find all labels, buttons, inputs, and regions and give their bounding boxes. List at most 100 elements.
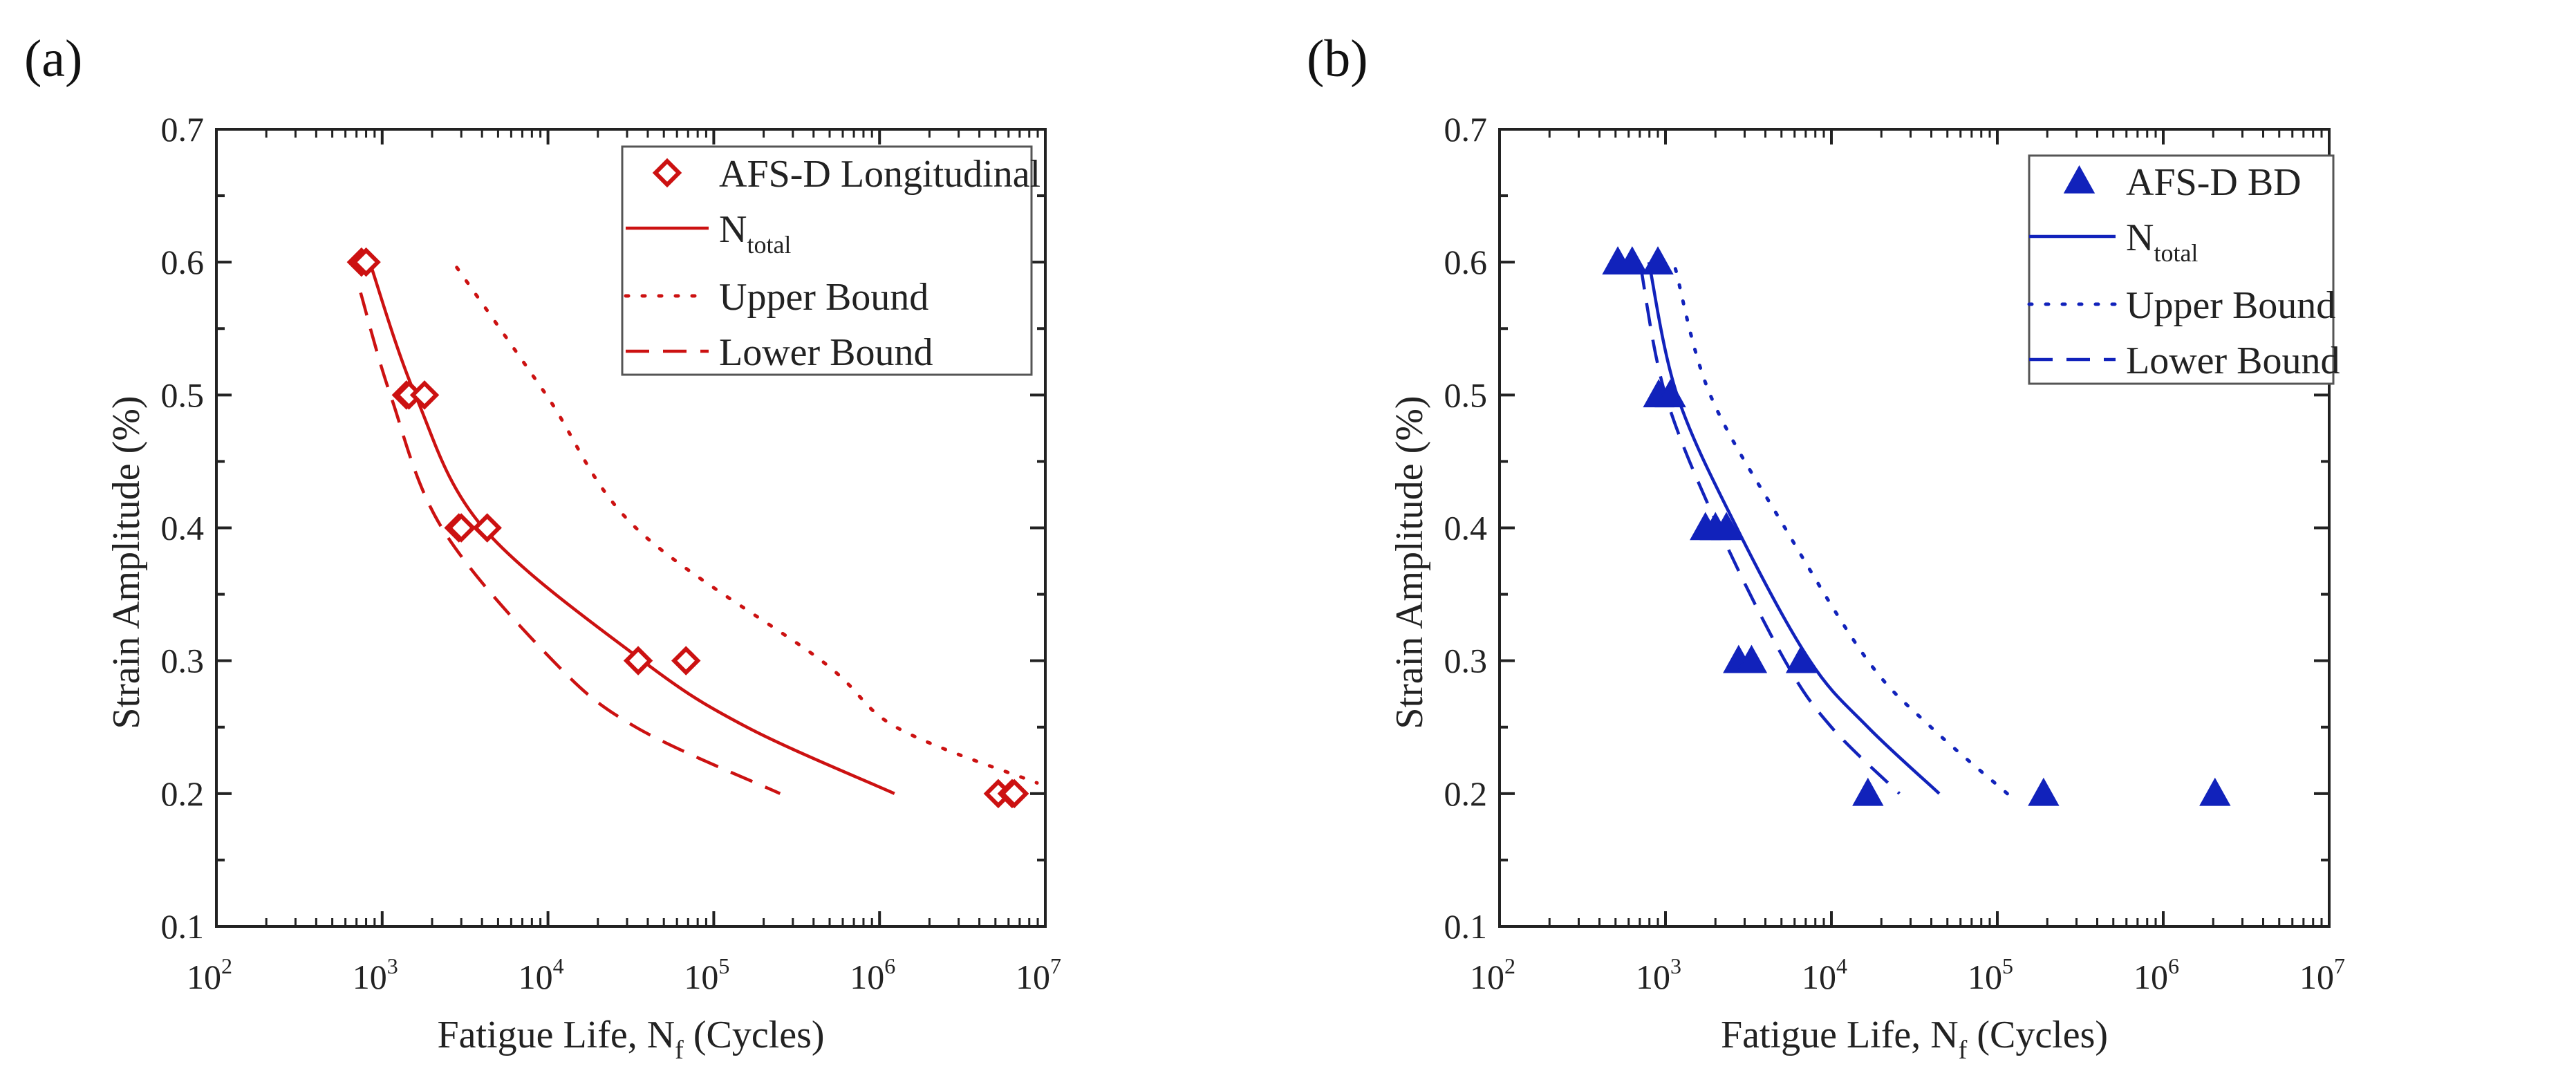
- data-point: [623, 646, 653, 675]
- curve-lower-bound: [1639, 265, 1901, 795]
- legend-label-text: Lower Bound: [2126, 339, 2340, 382]
- data-point: [1616, 246, 1648, 274]
- legend-label-text: Upper Bound: [719, 276, 928, 319]
- x-axis-title-part: (Cycles): [1967, 1014, 2108, 1056]
- legend-label-subscript: total: [747, 231, 791, 259]
- y-tick-label: 0.4: [161, 509, 205, 548]
- legend-label: Upper Bound: [2126, 284, 2335, 327]
- data-point: [1852, 777, 1884, 806]
- y-tick-label: 0.2: [161, 774, 205, 813]
- x-tick-base: 10: [684, 958, 718, 996]
- data-point: [2028, 777, 2060, 806]
- y-tick-label: 0.2: [1444, 774, 1488, 813]
- panel-label: (b): [1307, 30, 1368, 88]
- legend-label: Lower Bound: [719, 331, 933, 374]
- x-tick-label: 104: [519, 953, 564, 996]
- x-tick-base: 10: [2134, 958, 2168, 996]
- x-tick-label: 107: [2299, 953, 2345, 996]
- data-point: [1785, 644, 1818, 673]
- x-tick-label: 104: [1802, 953, 1847, 996]
- chart-panel-b: (b)102 103 104 105 106 1070.10.20.30.40.50.60…: [1307, 30, 2345, 1065]
- y-tick-label: 0.7: [1444, 110, 1488, 149]
- curve-lower-bound: [359, 292, 781, 795]
- legend-label-text: N: [2126, 216, 2154, 259]
- x-axis-title-part: (Cycles): [684, 1014, 825, 1056]
- x-tick-base: 10: [2299, 958, 2334, 996]
- y-tick-label: 0.1: [161, 907, 205, 946]
- y-tick-label: 0.6: [1444, 243, 1488, 281]
- data-point: [1642, 246, 1674, 274]
- x-axis-title-part: f: [675, 1036, 684, 1065]
- data-point: [671, 646, 701, 675]
- x-tick-exponent: 7: [2334, 953, 2345, 978]
- x-tick-exponent: 5: [718, 953, 729, 978]
- x-tick-label: 106: [850, 953, 895, 996]
- data-point: [1654, 379, 1686, 408]
- legend-label-text: N: [719, 208, 747, 251]
- data-point: [999, 778, 1029, 809]
- legend-box: [621, 145, 1033, 376]
- x-tick-exponent: 3: [387, 953, 398, 978]
- x-tick-base: 10: [1636, 958, 1670, 996]
- panel-label: (a): [24, 30, 82, 88]
- x-tick-base: 10: [187, 958, 221, 996]
- x-tick-base: 10: [1470, 958, 1504, 996]
- x-tick-base: 10: [1968, 958, 2002, 996]
- y-tick-label: 0.7: [161, 110, 205, 149]
- x-tick-label: 103: [1636, 953, 1681, 996]
- x-tick-exponent: 2: [1504, 953, 1515, 978]
- data-point: [409, 380, 440, 410]
- legend-label: Lower Bound: [2126, 339, 2340, 382]
- x-tick-exponent: 7: [1050, 953, 1061, 978]
- x-axis-title-part: Fatigue Life, N: [437, 1014, 675, 1056]
- y-tick-label: 0.5: [161, 375, 205, 414]
- x-tick-base: 10: [519, 958, 553, 996]
- legend-marker-icon: [2063, 165, 2096, 194]
- legend-label: Ntotal: [2126, 216, 2198, 267]
- legend-label-text: Upper Bound: [2126, 284, 2335, 327]
- legend-marker-icon: [652, 158, 682, 188]
- data-point: [472, 513, 502, 543]
- x-tick-label: 105: [1968, 953, 2013, 996]
- legend-box: [2028, 154, 2335, 385]
- legend: AFS-D Longitudinal Ntotal Upper Bound Lower…: [621, 145, 1040, 376]
- y-tick-label: 0.1: [1444, 907, 1488, 946]
- y-tick-label: 0.5: [1444, 375, 1488, 414]
- x-tick-label: 102: [1470, 953, 1515, 996]
- y-tick-label: 0.3: [1444, 642, 1488, 680]
- y-axis-title: Strain Amplitude (%): [1388, 395, 1431, 729]
- x-tick-exponent: 4: [1836, 953, 1847, 978]
- legend-label-text: AFS-D Longitudinal: [719, 153, 1040, 196]
- x-axis-title-part: f: [1959, 1036, 1968, 1065]
- legend: AFS-D BD Ntotal Upper Bound Lower Bound: [2027, 154, 2340, 385]
- x-axis-title: Fatigue Life, Nf (Cycles): [437, 1014, 824, 1065]
- legend-label: AFS-D BD: [2126, 161, 2302, 204]
- x-tick-base: 10: [1016, 958, 1050, 996]
- legend-label: Ntotal: [719, 208, 791, 259]
- x-tick-exponent: 4: [553, 953, 564, 978]
- data-point: [1710, 512, 1742, 541]
- data-point: [351, 247, 381, 277]
- x-tick-exponent: 6: [2168, 953, 2179, 978]
- x-tick-exponent: 6: [884, 953, 895, 978]
- x-tick-exponent: 2: [221, 953, 232, 978]
- x-tick-label: 102: [187, 953, 232, 996]
- y-tick-label: 0.6: [161, 243, 205, 281]
- y-axis-title: Strain Amplitude (%): [105, 395, 148, 729]
- data-point: [446, 513, 476, 543]
- x-axis-title-part: Fatigue Life, N: [1721, 1014, 1959, 1056]
- data-point: [1735, 644, 1768, 673]
- x-tick-label: 103: [353, 953, 398, 996]
- curve-n-total: [1647, 261, 1941, 795]
- x-axis-title: Fatigue Life, Nf (Cycles): [1721, 1014, 2108, 1065]
- x-tick-base: 10: [1802, 958, 1836, 996]
- y-tick-label: 0.3: [161, 642, 205, 680]
- x-tick-exponent: 5: [2002, 953, 2013, 978]
- x-tick-label: 105: [684, 953, 729, 996]
- legend-label-text: Lower Bound: [719, 331, 933, 374]
- legend-label: AFS-D Longitudinal: [719, 153, 1040, 196]
- chart-panel-a: (a)102 103 104 105 106 1070.10.20.30.40.50.60…: [24, 30, 1061, 1065]
- x-tick-base: 10: [850, 958, 884, 996]
- data-point: [2199, 777, 2231, 806]
